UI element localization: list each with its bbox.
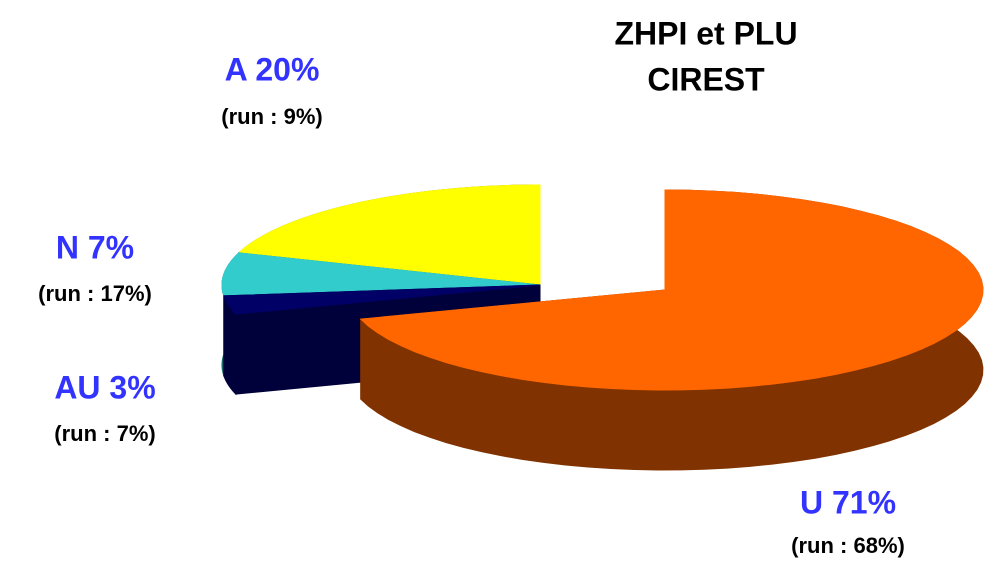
run-label: (run : 7%) [54, 421, 155, 446]
slice [221, 252, 541, 297]
run-label: (run : 17%) [38, 281, 152, 306]
data-label: N 7% [56, 229, 134, 265]
run-label: (run : 9%) [221, 104, 322, 129]
run-label: (run : 68%) [791, 533, 905, 558]
slice [359, 189, 984, 391]
data-label: AU 3% [54, 369, 155, 405]
data-label: A 20% [225, 51, 320, 87]
chart-title: CIREST [647, 61, 765, 97]
slice [237, 184, 541, 286]
chart-title: ZHPI et PLU [614, 15, 797, 51]
slice [223, 284, 541, 315]
data-label: U 71% [800, 484, 896, 520]
